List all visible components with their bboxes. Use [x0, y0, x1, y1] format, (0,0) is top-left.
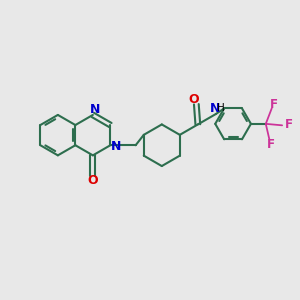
Text: O: O [87, 174, 98, 188]
Text: N: N [209, 102, 220, 115]
Text: N: N [110, 140, 121, 153]
Text: O: O [188, 93, 199, 106]
Text: F: F [267, 138, 275, 151]
Text: H: H [217, 103, 225, 113]
Text: F: F [285, 118, 293, 131]
Text: F: F [270, 98, 278, 111]
Text: N: N [89, 103, 100, 116]
